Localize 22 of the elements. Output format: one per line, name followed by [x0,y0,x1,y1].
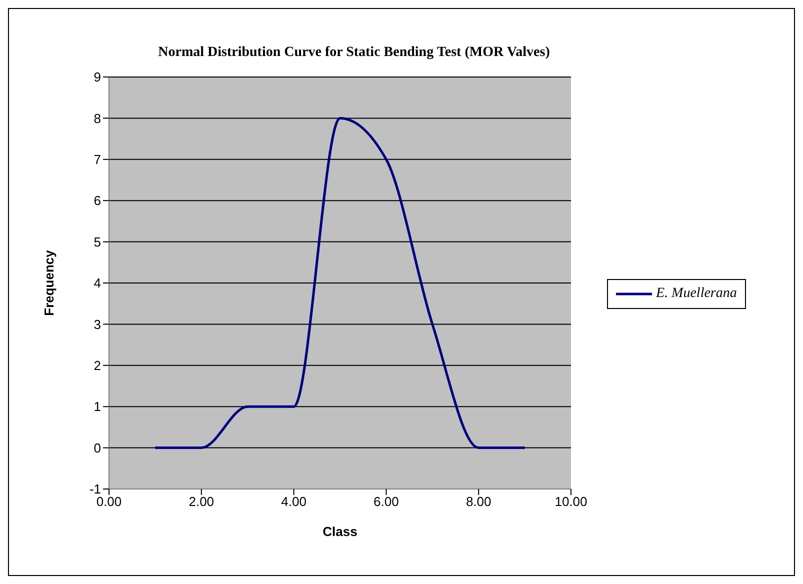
y-tick-label: 8 [94,110,101,126]
x-axis-title: Class [322,524,358,539]
x-tick-label: 0.00 [96,494,122,510]
y-tick-label: -1 [89,482,101,497]
y-tick-label: 2 [94,358,101,374]
y-tick-label: 5 [94,234,101,250]
x-tick-label: 6.00 [374,494,399,510]
y-tick-label: 6 [94,193,101,208]
x-tick-label: 8.00 [466,494,492,510]
y-axis-title: Frequency [42,249,57,316]
x-tick-label: 10.00 [554,494,588,510]
x-tick-label: 4.00 [281,494,306,510]
x-tick-label: 2.00 [188,494,214,510]
y-tick-label: 3 [94,316,101,332]
y-tick-label: 0 [94,440,101,456]
chart-title: Normal Distribution Curve for Static Bending Test (MOR Valves) [157,45,551,61]
line-series [154,116,526,450]
y-tick-label: 1 [94,399,101,414]
legend-label: E. Muellerana [656,286,737,302]
y-tick-label: 4 [94,276,101,291]
y-tick-label: 9 [94,70,101,85]
y-tick-label: 7 [94,152,101,168]
